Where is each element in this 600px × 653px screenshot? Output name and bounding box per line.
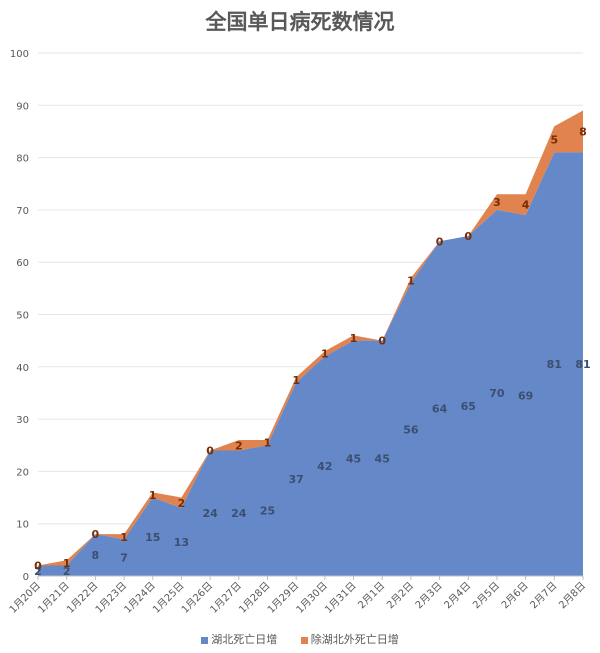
- data-label-hubei: 24: [231, 507, 247, 520]
- x-tick-label: 2月5日: [470, 580, 502, 612]
- data-label-outside-hubei: 8: [579, 125, 587, 138]
- data-label-hubei: 13: [174, 536, 189, 549]
- data-label-outside-hubei: 1: [149, 489, 157, 502]
- data-label-outside-hubei: 1: [264, 437, 272, 450]
- chart-title: 全国单日病死数情况: [205, 10, 395, 34]
- y-axis: 0 10 20 30 40 50 60 70 80 90 100: [10, 49, 29, 583]
- data-label-hubei: 42: [317, 460, 332, 473]
- area-series: [38, 110, 583, 576]
- x-tick-label: 2月6日: [499, 580, 531, 612]
- data-label-hubei: 24: [202, 507, 218, 520]
- data-label-outside-hubei: 0: [464, 230, 472, 243]
- y-tick-label: 60: [16, 258, 29, 269]
- y-tick-label: 10: [16, 520, 29, 531]
- legend-label-outside-hubei: 除湖北外死亡日增: [310, 633, 399, 646]
- data-label-hubei: 37: [289, 473, 304, 486]
- y-tick-label: 40: [16, 363, 29, 374]
- data-label-outside-hubei: 1: [321, 348, 329, 361]
- x-axis: 1月20日1月21日1月22日1月23日1月24日1月25日1月26日1月27日…: [7, 575, 588, 616]
- data-label-outside-hubei: 5: [550, 133, 558, 146]
- x-tick-label: 1月31日: [323, 580, 359, 616]
- data-label-hubei: 65: [461, 400, 476, 413]
- legend-swatch-outside-hubei: [300, 636, 308, 644]
- data-label-outside-hubei: 1: [63, 557, 71, 570]
- y-tick-label: 30: [16, 415, 29, 426]
- data-label-outside-hubei: 1: [292, 374, 300, 387]
- legend-item-hubei[interactable]: 湖北死亡日增: [201, 631, 277, 647]
- y-tick-label: 80: [16, 154, 29, 165]
- y-tick-label: 20: [16, 467, 29, 478]
- data-label-outside-hubei: 0: [436, 235, 444, 248]
- legend-item-outside-hubei[interactable]: 除湖北外死亡日增: [300, 631, 399, 647]
- data-label-hubei: 45: [375, 452, 390, 465]
- area-hubei: [38, 152, 583, 576]
- data-label-hubei: 45: [346, 452, 361, 465]
- data-label-hubei: 25: [260, 505, 275, 518]
- data-label-hubei: 70: [489, 387, 505, 400]
- legend-swatch-hubei: [201, 636, 209, 644]
- data-label-outside-hubei: 1: [407, 275, 415, 288]
- data-label-outside-hubei: 2: [178, 497, 186, 510]
- data-label-outside-hubei: 3: [493, 196, 501, 209]
- y-tick-label: 100: [10, 49, 29, 60]
- data-label-hubei: 64: [432, 403, 448, 416]
- x-tick-label: 2月2日: [384, 580, 416, 612]
- x-tick-label: 2月4日: [442, 580, 474, 612]
- y-tick-label: 0: [23, 572, 29, 583]
- y-tick-label: 70: [16, 206, 29, 217]
- y-tick-label: 50: [16, 311, 29, 322]
- data-label-hubei: 56: [403, 424, 419, 437]
- data-label-outside-hubei: 1: [350, 332, 358, 345]
- y-tick-label: 90: [16, 101, 29, 112]
- data-label-hubei: 81: [547, 358, 562, 371]
- legend: 湖北死亡日增 除湖北外死亡日增: [0, 631, 600, 647]
- x-tick-label: 2月1日: [356, 580, 388, 612]
- data-label-outside-hubei: 4: [522, 199, 530, 212]
- data-label-outside-hubei: 0: [92, 528, 100, 541]
- data-label-outside-hubei: 0: [378, 335, 386, 348]
- data-label-outside-hubei: 2: [235, 439, 243, 452]
- data-label-outside-hubei: 0: [206, 444, 214, 457]
- data-label-hubei: 69: [518, 390, 533, 403]
- data-label-hubei: 81: [575, 358, 590, 371]
- data-label-hubei: 2: [63, 565, 71, 578]
- x-tick-label: 2月8日: [556, 580, 588, 612]
- x-tick-label: 2月7日: [528, 580, 560, 612]
- data-label-outside-hubei: 0: [34, 560, 42, 573]
- data-label-outside-hubei: 1: [120, 531, 128, 544]
- data-label-hubei: 8: [92, 549, 100, 562]
- data-label-hubei: 7: [120, 552, 128, 565]
- x-tick-label: 2月3日: [413, 580, 445, 612]
- legend-label-hubei: 湖北死亡日增: [211, 633, 278, 646]
- data-label-hubei: 2: [34, 565, 42, 578]
- data-label-hubei: 15: [145, 531, 160, 544]
